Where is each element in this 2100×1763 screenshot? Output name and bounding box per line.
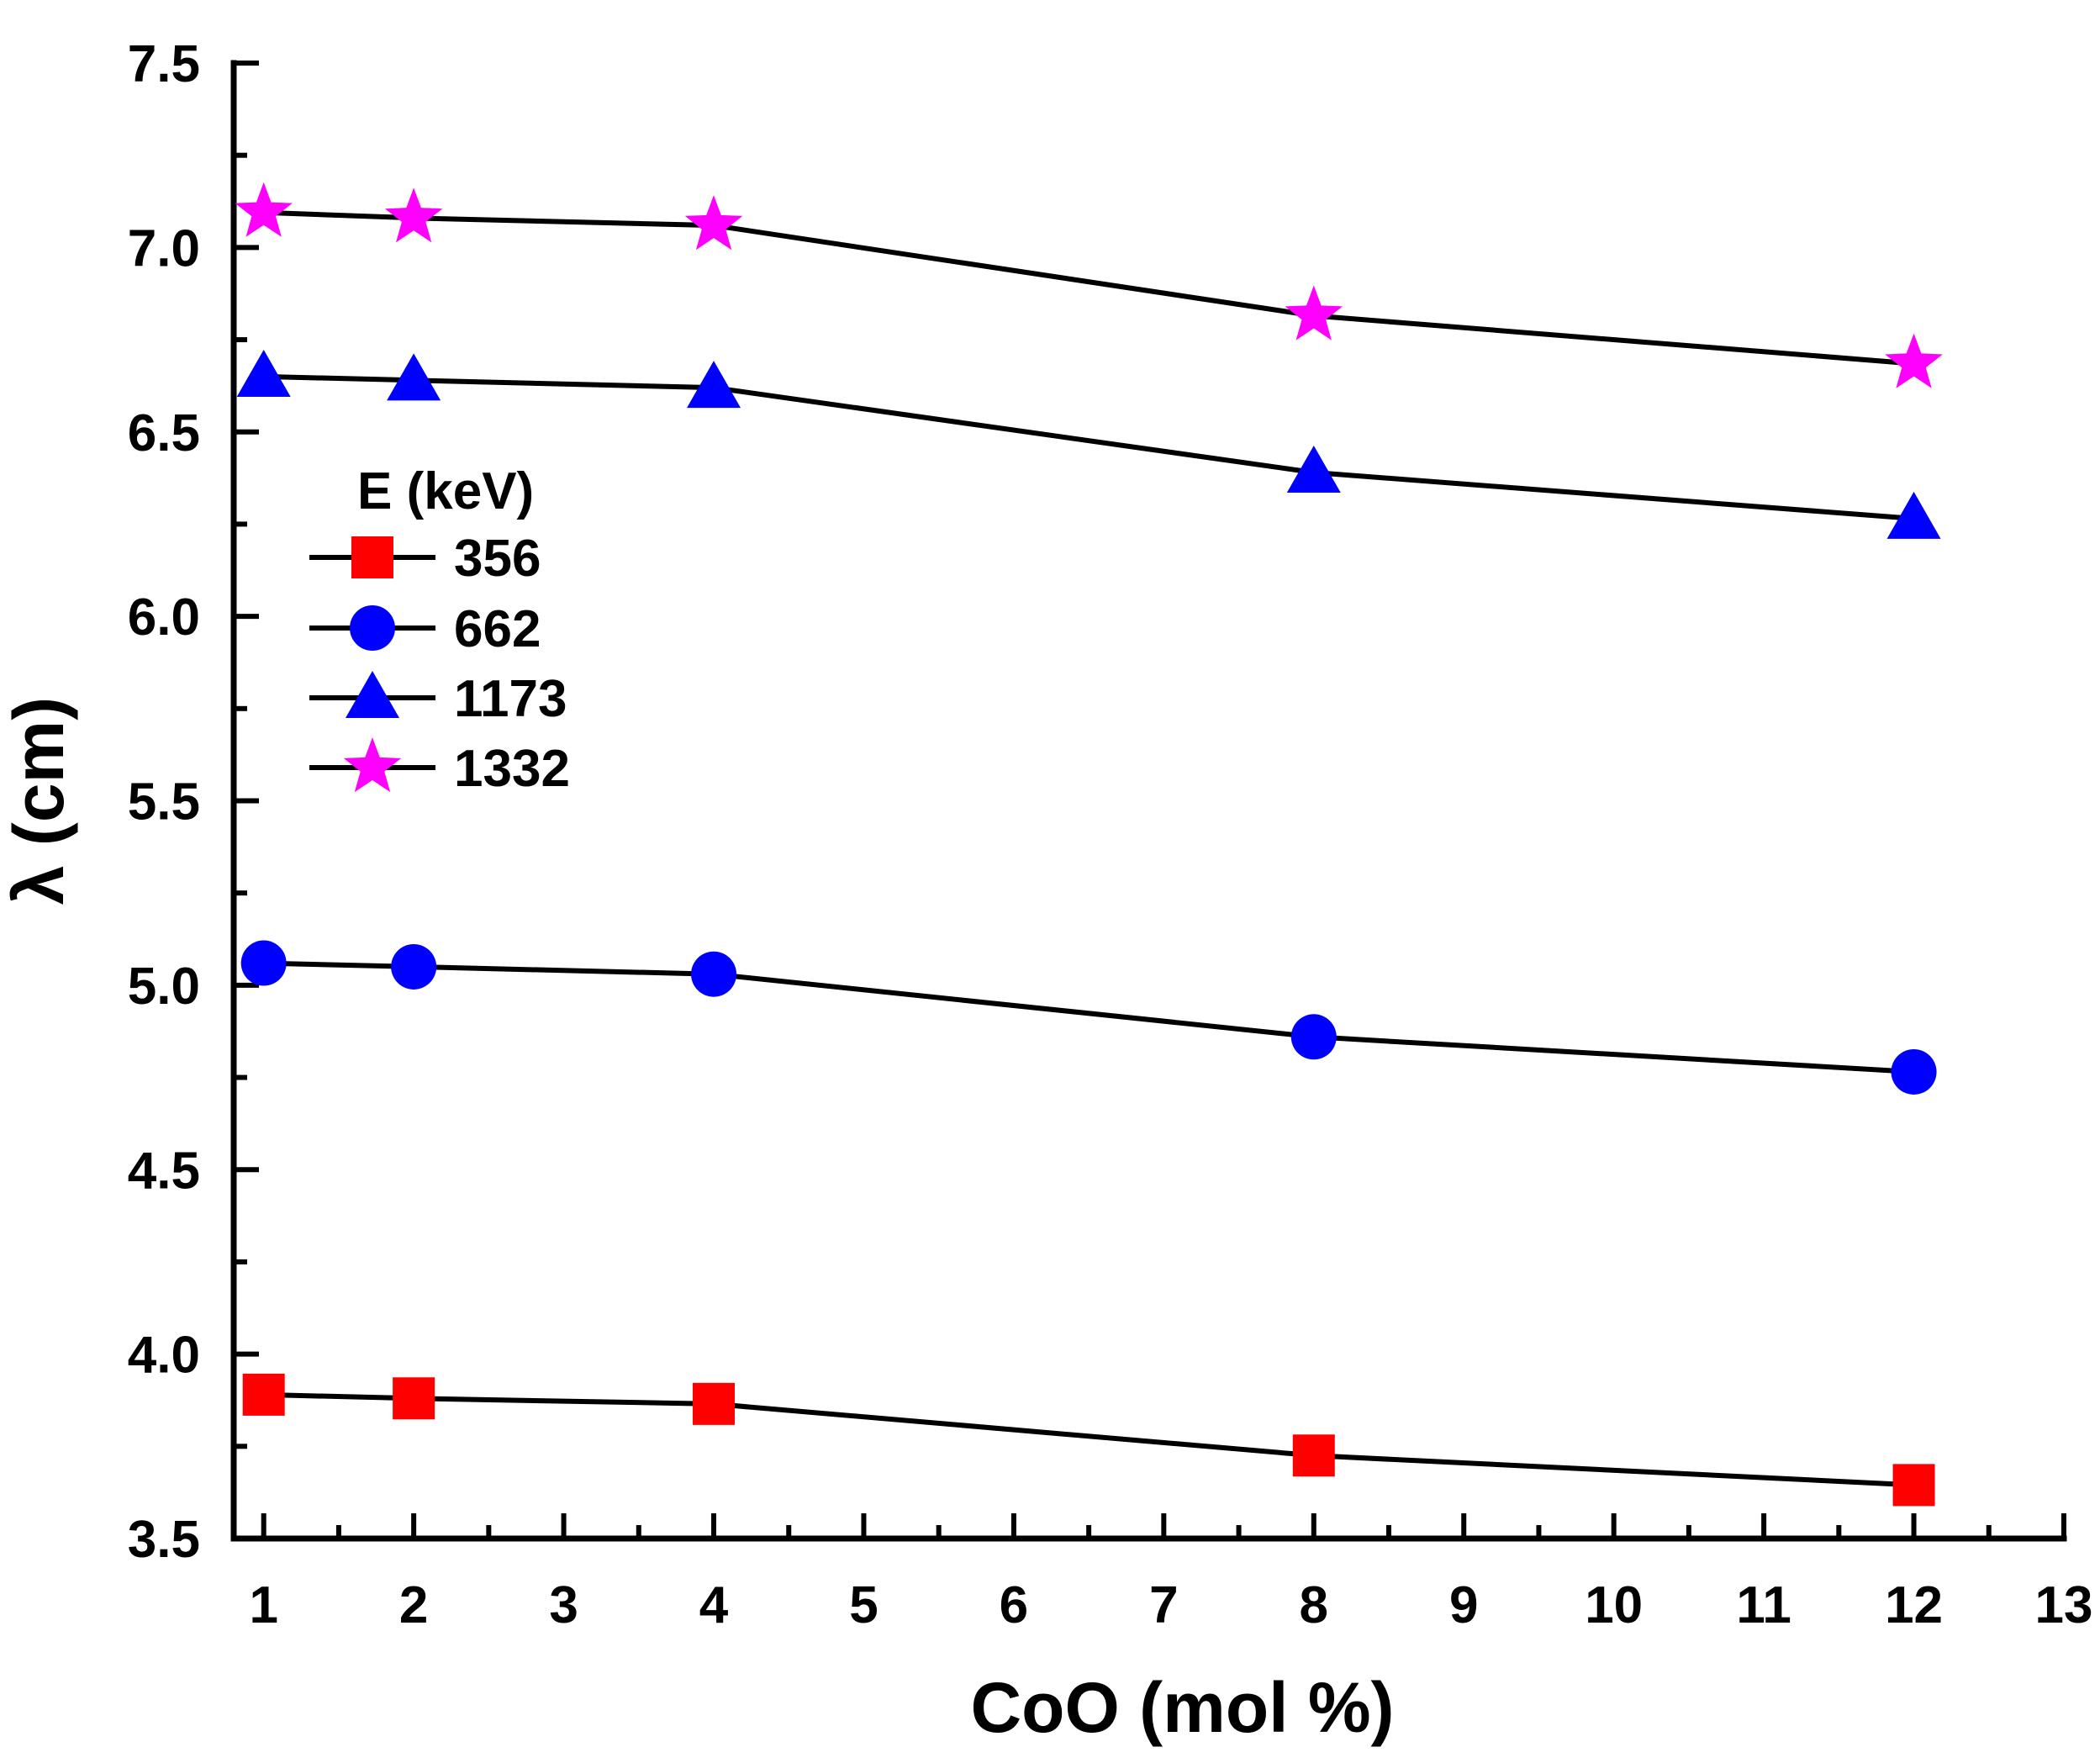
series-markers — [235, 182, 1943, 1507]
y-axis-title: λ (cm) — [0, 697, 78, 905]
legend-label-1173: 1173 — [454, 670, 567, 728]
y-tick-label: 3.5 — [128, 1511, 200, 1569]
x-tick-label: 3 — [549, 1576, 578, 1634]
y-tick-label: 4.5 — [128, 1142, 200, 1200]
x-tick-label: 2 — [399, 1576, 428, 1634]
data-point-356 — [393, 1377, 435, 1420]
x-tick-label: 7 — [1149, 1576, 1178, 1634]
data-point-662 — [240, 940, 287, 986]
data-point-662 — [1891, 1048, 1937, 1095]
series-lines — [263, 209, 1914, 1488]
legend-marker-356 — [351, 536, 393, 578]
axes — [230, 60, 2067, 1542]
y-tick-label: 7.5 — [128, 35, 200, 93]
data-point-356 — [242, 1373, 285, 1416]
data-point-1173 — [1286, 446, 1341, 494]
legend-label-356: 356 — [454, 530, 541, 588]
legend-label-662: 662 — [454, 600, 541, 658]
x-axis-title: CoO (mol %) — [971, 1668, 1395, 1747]
x-tick-label: 8 — [1300, 1576, 1328, 1634]
data-point-1173 — [687, 361, 741, 409]
x-tick-label: 10 — [1585, 1576, 1643, 1634]
x-tick-label: 5 — [849, 1576, 878, 1634]
data-point-356 — [1292, 1434, 1335, 1477]
legend-marker-1332 — [343, 737, 402, 793]
y-tick-label: 5.5 — [128, 773, 200, 831]
data-point-1332 — [235, 182, 293, 237]
data-point-1332 — [1285, 285, 1343, 340]
data-point-1173 — [387, 353, 441, 401]
series-line-1332 — [263, 209, 1914, 367]
data-point-1332 — [1885, 333, 1943, 388]
data-point-662 — [691, 951, 737, 997]
y-tick-label: 5.0 — [128, 958, 200, 1016]
y-tick-label: 4.0 — [128, 1327, 200, 1385]
x-tick-label: 11 — [1736, 1576, 1791, 1634]
data-point-1332 — [684, 195, 743, 251]
y-tick-label: 6.5 — [128, 404, 200, 462]
x-tick-labels: 1 2 3 4 5 6 7 8 9 10 11 12 13 — [249, 1576, 2092, 1634]
y-tick-labels: 3.5 4.0 4.5 5.0 5.5 6.0 6.5 7.0 7.5 — [128, 35, 200, 1569]
series-line-356 — [263, 1391, 1914, 1488]
legend-marker-662 — [350, 605, 395, 651]
series-line-662 — [263, 960, 1914, 1074]
legend-marker-1173 — [346, 671, 399, 718]
data-point-356 — [693, 1382, 736, 1425]
legend-title: E (keV) — [357, 462, 534, 520]
x-tick-label: 13 — [2035, 1576, 2093, 1634]
data-point-1332 — [384, 187, 443, 243]
x-tick-label: 4 — [699, 1576, 729, 1634]
legend: E (keV) 356 662 1173 1332 — [309, 462, 570, 798]
tick-marks — [234, 61, 2066, 1541]
data-point-662 — [1290, 1014, 1337, 1060]
y-tick-label: 6.0 — [128, 589, 200, 647]
x-tick-label: 9 — [1449, 1576, 1478, 1634]
data-point-1173 — [1886, 491, 1941, 539]
x-tick-label: 12 — [1885, 1576, 1943, 1634]
data-point-1173 — [236, 349, 291, 397]
legend-label-1332: 1332 — [454, 740, 570, 798]
x-tick-label: 6 — [1000, 1576, 1028, 1634]
data-point-356 — [1892, 1464, 1935, 1507]
x-tick-label: 1 — [249, 1576, 277, 1634]
data-point-662 — [391, 943, 437, 990]
y-tick-label: 7.0 — [128, 219, 200, 277]
